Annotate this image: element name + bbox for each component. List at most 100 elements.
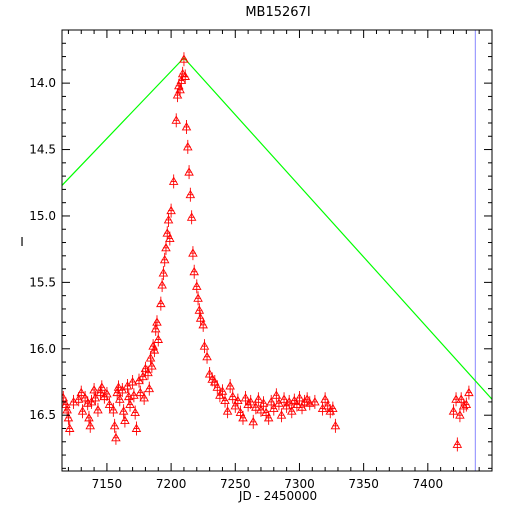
- data-point: [215, 388, 225, 403]
- chart-title: MB15267I: [245, 5, 310, 20]
- data-point: [102, 386, 112, 401]
- data-point: [80, 390, 90, 405]
- data-point: [97, 380, 107, 395]
- data-point: [93, 402, 103, 417]
- data-point: [180, 69, 190, 84]
- data-point: [193, 291, 203, 306]
- data-point: [89, 382, 99, 397]
- data-point: [198, 317, 208, 332]
- data-point: [149, 343, 160, 358]
- data-point: [276, 408, 287, 423]
- data-point: [258, 396, 269, 411]
- data-point: [271, 388, 282, 403]
- data-point: [261, 405, 271, 420]
- data-point: [286, 404, 297, 419]
- data-point: [171, 113, 182, 128]
- y-tick-label: 14.5: [29, 143, 56, 157]
- data-point: [108, 402, 119, 417]
- data-point: [166, 203, 176, 218]
- data-point: [129, 388, 139, 403]
- data-point: [186, 210, 197, 225]
- data-point: [76, 385, 87, 400]
- data-point: [269, 401, 279, 416]
- data-point: [152, 315, 162, 330]
- data-point: [147, 359, 157, 374]
- data-point: [263, 410, 274, 425]
- data-point: [77, 404, 88, 419]
- data-point: [233, 393, 243, 408]
- data-point: [189, 264, 199, 279]
- data-point: [274, 396, 284, 411]
- data-point: [322, 398, 333, 413]
- y-axis-label: I: [20, 235, 24, 249]
- data-point: [225, 378, 235, 393]
- data-point: [127, 375, 138, 390]
- x-tick-label: 7300: [284, 477, 315, 491]
- x-tick-label: 7150: [92, 477, 123, 491]
- data-point: [238, 410, 248, 425]
- data-point: [135, 385, 146, 400]
- x-tick-label: 7200: [156, 477, 187, 491]
- data-point: [144, 381, 155, 396]
- data-point: [82, 396, 93, 411]
- data-point: [184, 165, 194, 180]
- data-point: [227, 389, 238, 404]
- y-tick-label: 15.5: [29, 275, 56, 289]
- data-point: [90, 390, 101, 405]
- data-point: [448, 404, 459, 419]
- y-tick-label: 16.0: [29, 342, 56, 356]
- data-point: [139, 390, 149, 405]
- data-point: [204, 367, 215, 382]
- data-point: [84, 410, 94, 425]
- data-point: [188, 246, 198, 261]
- data-point: [220, 393, 230, 408]
- data-point: [222, 404, 233, 419]
- x-tick-label: 7350: [348, 477, 379, 491]
- data-point: [109, 418, 120, 433]
- data-point: [64, 421, 75, 436]
- x-axis-label: JD - 2450000: [238, 489, 317, 503]
- data-point: [163, 212, 174, 227]
- data-point: [114, 392, 125, 407]
- data-point: [192, 279, 202, 294]
- data-point: [86, 394, 97, 409]
- data-point: [176, 73, 187, 88]
- data-point: [73, 392, 84, 407]
- data-point: [131, 421, 142, 436]
- data-point: [235, 405, 246, 420]
- data-point: [320, 392, 330, 407]
- plot-frame: [61, 29, 493, 472]
- data-point: [245, 394, 256, 409]
- data-point: [185, 187, 196, 202]
- data-point: [179, 52, 189, 67]
- data-point: [181, 119, 192, 134]
- data-point: [62, 390, 69, 405]
- data-point: [159, 252, 170, 267]
- data-point: [156, 296, 166, 311]
- x-tick-label: 7400: [413, 477, 444, 491]
- data-point: [85, 418, 96, 433]
- data-point: [461, 397, 472, 412]
- data-point: [183, 139, 193, 154]
- data-point: [209, 375, 220, 390]
- data-point: [266, 394, 276, 409]
- data-point: [456, 392, 466, 407]
- y-ticks: 14.0 14.5 15.0 15.5 16.0 16.5: [29, 42, 492, 469]
- data-point: [111, 430, 121, 445]
- data-point: [217, 384, 228, 399]
- data-point: [120, 413, 130, 428]
- data-point: [256, 402, 266, 417]
- x-ticks: 7150 7200 7250 7300 7350 7400: [67, 30, 480, 491]
- data-point: [451, 392, 461, 407]
- data-point: [63, 410, 74, 425]
- data-point: [150, 321, 161, 336]
- data-point: [330, 418, 341, 433]
- data-point: [212, 380, 223, 395]
- data-point: [175, 82, 185, 97]
- data-point: [248, 414, 259, 429]
- data-point: [455, 408, 465, 423]
- data-point: [294, 390, 305, 405]
- data-point: [328, 401, 338, 416]
